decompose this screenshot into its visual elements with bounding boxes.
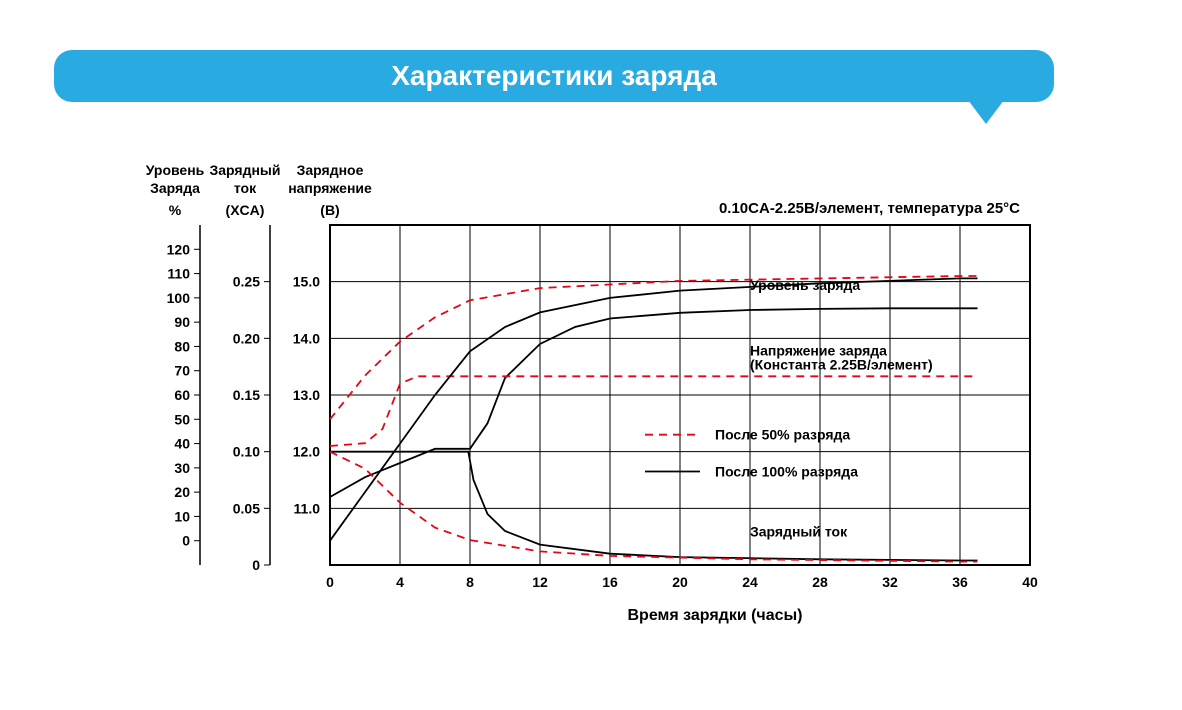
banner-title: Характеристики заряда: [54, 50, 1054, 102]
x-tick-label: 32: [882, 574, 898, 590]
current-header: ток: [234, 180, 257, 196]
voltage-unit: (В): [320, 202, 339, 218]
curve-voltage-50: [330, 376, 978, 446]
level-tick-label: 0: [182, 533, 190, 549]
voltage-tick-label: 11.0: [294, 500, 321, 516]
x-tick-label: 40: [1022, 574, 1038, 590]
annot-level: Уровень заряда: [750, 277, 860, 293]
level-tick-label: 50: [174, 411, 190, 427]
level-tick-label: 20: [174, 484, 190, 500]
current-tick-label: 0: [252, 557, 260, 573]
x-axis-label: Время зарядки (часы): [627, 607, 802, 624]
x-tick-label: 36: [952, 574, 968, 590]
current-tick-label: 0.15: [233, 387, 260, 403]
chart-svg: 0 4 8 12 16 20 24 28 32 36 40 Время зарядки (часы) 1…: [130, 155, 1070, 655]
x-tick-label: 16: [602, 574, 618, 590]
x-tick-label: 8: [466, 574, 474, 590]
level-tick-label: 110: [167, 266, 190, 282]
chart-container: 0 4 8 12 16 20 24 28 32 36 40 Время зарядки (часы) 1…: [130, 155, 1070, 655]
voltage-tick-label: 14.0: [293, 330, 320, 346]
level-tick-label: 120: [167, 241, 191, 257]
annot-voltage-l2: (Константа 2.25В/элемент): [750, 357, 933, 373]
x-tick-label: 20: [672, 574, 688, 590]
level-tick-label: 100: [167, 290, 191, 306]
current-tick-label: 0.10: [233, 444, 260, 460]
level-tick-label: 90: [174, 314, 190, 330]
level-tick-label: 70: [174, 363, 190, 379]
current-tick-label: 0.20: [233, 330, 260, 346]
current-unit: (XCA): [226, 202, 265, 218]
level-header: Заряда: [150, 180, 200, 196]
voltage-header: напряжение: [288, 180, 372, 196]
legend-50: После 50% разряда: [715, 427, 850, 443]
current-tick-label: 0.05: [233, 500, 260, 516]
current-tick-label: 0.25: [233, 274, 260, 290]
conditions-label: 0.10CA-2.25В/элемент, температура 25°С: [719, 200, 1020, 217]
level-tick-label: 10: [174, 508, 190, 524]
level-unit: %: [169, 202, 182, 218]
voltage-tick-label: 13.0: [293, 387, 320, 403]
curve-level-100: [330, 278, 978, 540]
x-tick-label: 24: [742, 574, 758, 590]
level-tick-label: 60: [174, 387, 190, 403]
annot-current: Зарядный ток: [750, 524, 848, 540]
curve-voltage-100: [330, 308, 978, 497]
level-tick-label: 40: [174, 436, 190, 452]
voltage-header: Зарядное: [297, 162, 364, 178]
level-tick-label: 30: [174, 460, 190, 476]
legend-100: После 100% разряда: [715, 464, 858, 480]
x-tick-label: 12: [532, 574, 548, 590]
current-header: Зарядный: [210, 162, 281, 178]
x-tick-label: 28: [812, 574, 828, 590]
curve-current-50: [330, 452, 978, 562]
voltage-tick-label: 15.0: [293, 274, 320, 290]
level-header: Уровень: [146, 162, 205, 178]
curve-current-100: [330, 452, 978, 561]
x-tick-label: 0: [326, 574, 334, 590]
level-tick-label: 80: [174, 338, 190, 354]
banner-tail-icon: [968, 100, 1004, 124]
voltage-tick-label: 12.0: [293, 444, 320, 460]
x-tick-label: 4: [396, 574, 404, 590]
